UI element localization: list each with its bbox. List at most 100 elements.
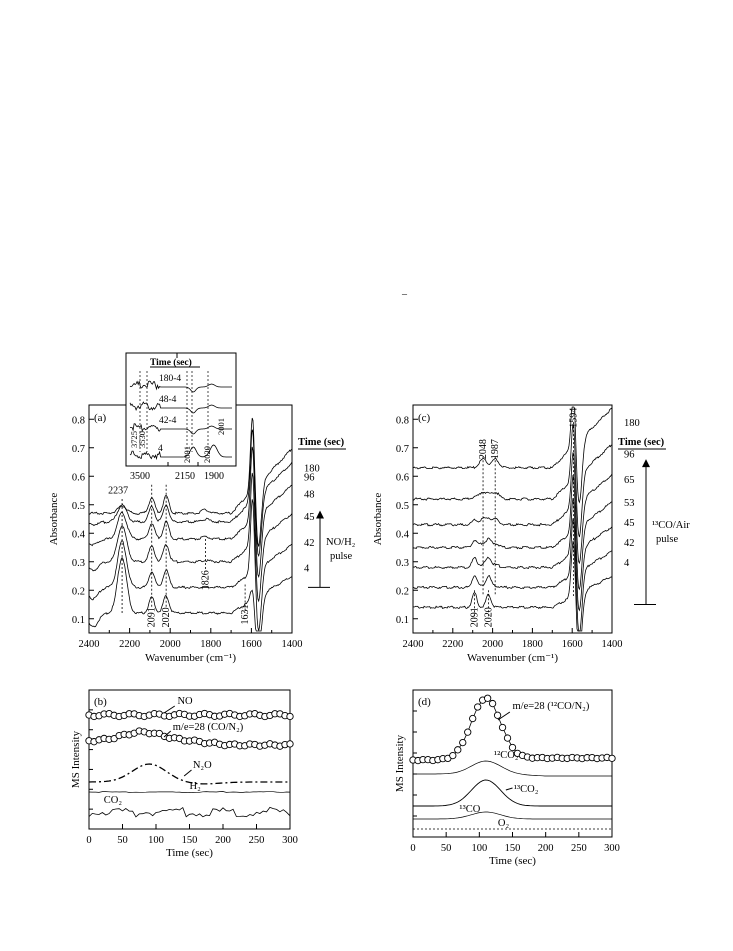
peak-annotation: 2091 [469, 607, 480, 627]
spectrum-line-4 [88, 557, 293, 632]
inset-spectrum [129, 380, 232, 393]
spectrum-line-96 [412, 423, 612, 538]
series-label: ¹³CO₂ [514, 784, 539, 795]
series-marker-m28 [449, 751, 457, 760]
series-label-leader [183, 769, 192, 777]
spectrum-line-45 [412, 497, 613, 612]
series-marker-m28 [608, 754, 616, 762]
series-label: H₂ [190, 781, 202, 792]
plot-frame-c [412, 404, 613, 634]
series-marker-m28 [488, 699, 497, 708]
panel-label: (b) [94, 696, 107, 708]
x-tick-label: 1800 [200, 639, 221, 650]
series-label-leader [505, 787, 513, 791]
x-tick-label: 100 [471, 843, 487, 854]
peak-annotation: 1987 [490, 439, 501, 459]
series-marker-m28 [286, 740, 294, 748]
inset-annotation: 3530 [137, 431, 147, 448]
peak-annotation: 2020 [161, 607, 172, 627]
series-marker-m28 [474, 703, 482, 711]
pulse-label-reagent: NO/H₂ [326, 537, 356, 548]
series-line-N2O [88, 763, 290, 785]
y-axis-label: Absorbance [372, 493, 384, 546]
series-label: NO [177, 696, 193, 707]
x-tick-label: 1800 [522, 639, 543, 650]
spectrum-line-45 [88, 472, 293, 603]
x-tick-label: 300 [282, 835, 298, 846]
x-tick-label: 250 [249, 835, 265, 846]
series-marker-m28 [464, 728, 472, 736]
peak-annotation: 2020 [484, 607, 495, 627]
y-tick-label: 0.7 [396, 444, 409, 455]
stray-dash-mark: – [401, 289, 408, 300]
x-tick-label: 2000 [160, 639, 181, 650]
y-axis-label: MS Intensity [70, 730, 82, 788]
x-tick-label: 300 [604, 843, 620, 854]
pulse-label-word: pulse [330, 551, 353, 562]
x-tick-label: 2200 [442, 639, 463, 650]
x-tick-label: 150 [505, 843, 521, 854]
inset-x-tick-label: 1900 [204, 471, 224, 482]
series-time-label: 96 [624, 449, 635, 460]
spectrum-line-180 [88, 417, 293, 547]
series-time-label: 4 [304, 563, 310, 574]
series-marker-NO [286, 712, 294, 721]
pulse-arrow-head [316, 510, 324, 519]
y-tick-label: 0.4 [396, 529, 410, 540]
spectrum-line-42 [412, 518, 613, 632]
inset-spectrum [129, 444, 232, 461]
x-tick-label: 50 [441, 843, 452, 854]
x-tick-label: 150 [182, 835, 198, 846]
spectrum-line-180 [412, 406, 613, 504]
x-tick-label: 1600 [562, 639, 583, 650]
y-tick-label: 0.3 [396, 558, 409, 569]
series-time-label: 53 [624, 498, 635, 509]
series-label: m/e=28 (CO/N₂) [173, 722, 244, 733]
series-marker-m28 [459, 738, 467, 747]
y-tick-label: 0.2 [72, 586, 85, 597]
x-tick-label: 200 [215, 835, 231, 846]
x-tick-label: 1600 [241, 639, 262, 650]
y-tick-label: 0.3 [72, 558, 85, 569]
peak-annotation: 1631 [240, 604, 251, 624]
inset-x-tick-label: 3500 [130, 471, 150, 482]
series-label-leader [163, 705, 176, 714]
series-marker-m28 [493, 711, 502, 719]
plot-frame-b [88, 689, 291, 830]
series-time-label: 45 [624, 518, 635, 529]
series-marker-m28 [454, 746, 462, 754]
x-tick-label: 100 [148, 835, 164, 846]
spectrum-line-42 [88, 499, 293, 631]
y-tick-label: 0.4 [72, 529, 86, 540]
y-tick-label: 0.6 [72, 472, 85, 483]
series-marker-m28 [498, 723, 507, 732]
inset-series-label: 48-4 [159, 395, 177, 405]
spectrum-line-96 [88, 429, 293, 558]
x-tick-label: 0 [86, 835, 91, 846]
series-marker-m28 [483, 694, 492, 702]
series-marker-m28 [469, 714, 477, 723]
x-tick-label: 2400 [403, 639, 424, 650]
series-line-13CO2 [413, 779, 612, 807]
y-tick-label: 0.2 [396, 586, 409, 597]
x-axis-label: Time (sec) [489, 855, 536, 867]
peak-annotation: 2237 [108, 485, 128, 496]
inset-series-label: 180-4 [159, 374, 181, 384]
peak-annotation: 2091 [147, 607, 158, 627]
inset-x-tick-label: 2150 [175, 471, 195, 482]
inset-annotation: 2091 [182, 446, 192, 463]
series-label-leader [497, 711, 511, 721]
y-tick-label: 0.1 [72, 615, 85, 626]
pulse-arrow-head [642, 459, 650, 468]
x-tick-label: 1400 [282, 639, 303, 650]
series-line-13CO [413, 811, 612, 820]
x-tick-label: 200 [538, 843, 554, 854]
series-time-label: 45 [304, 512, 315, 523]
x-tick-label: 250 [571, 843, 587, 854]
series-label: ¹³CO [459, 804, 480, 815]
peak-annotation: 2048 [478, 439, 489, 459]
series-marker-m28 [508, 743, 517, 752]
inset-series-label: 4 [158, 444, 163, 454]
x-tick-label: 2400 [79, 639, 100, 650]
y-tick-label: 0.8 [396, 415, 409, 426]
